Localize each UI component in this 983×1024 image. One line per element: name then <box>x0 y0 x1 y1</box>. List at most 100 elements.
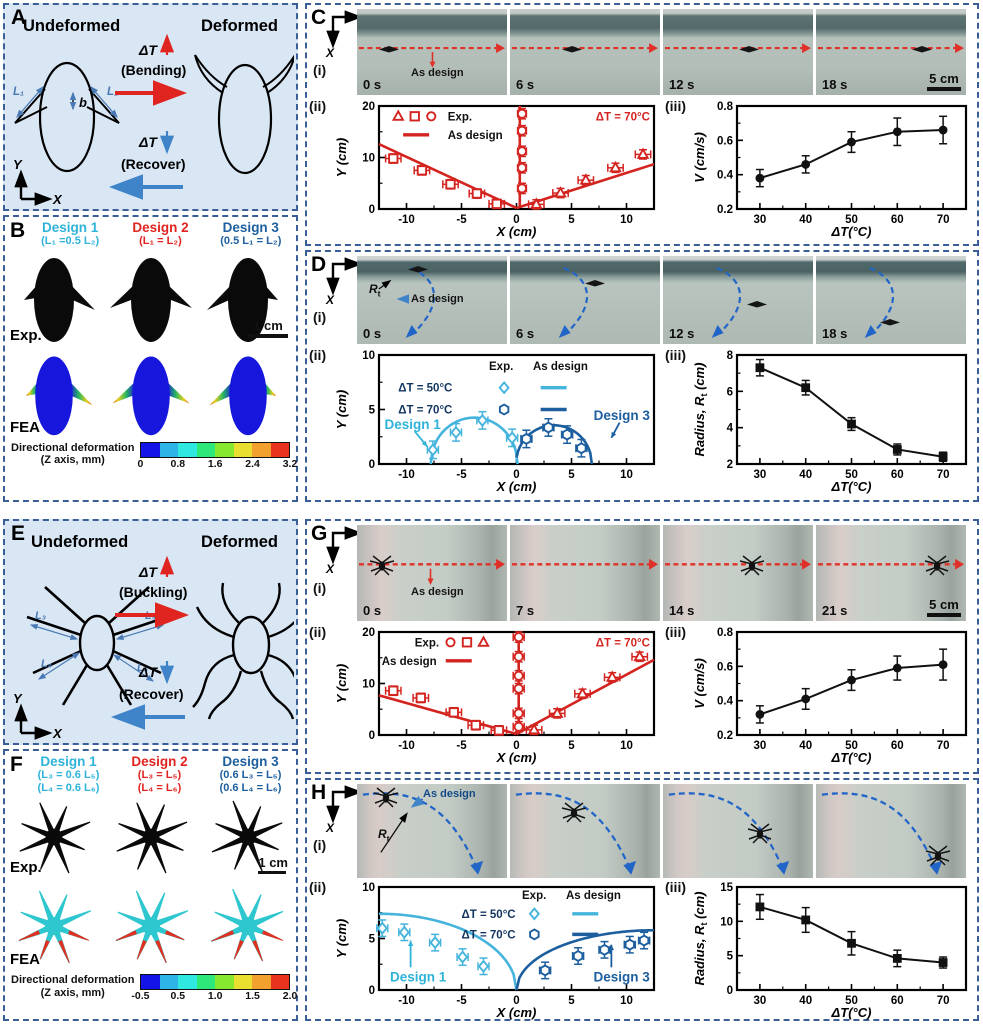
svg-text:70: 70 <box>937 740 950 752</box>
svg-text:ΔT(°C): ΔT(°C) <box>831 750 872 765</box>
photo-frame: 7 s <box>510 525 660 621</box>
svg-text:X: X <box>325 46 335 59</box>
panel-e: E Undeformed Deformed L₃ L₄ L₅ <box>3 519 310 745</box>
svg-text:ΔT: ΔT <box>138 564 158 580</box>
svg-text:10: 10 <box>620 740 633 752</box>
svg-text:(Recover): (Recover) <box>119 686 184 702</box>
svg-text:Undeformed: Undeformed <box>31 533 128 551</box>
fish-robot-icon <box>738 45 760 54</box>
svg-text:Y (cm): Y (cm) <box>334 919 349 959</box>
panel-h: H Y X (i) Rt As d <box>305 778 979 1021</box>
svg-text:V (cm/s): V (cm/s) <box>692 132 707 183</box>
design2-title: Design 2 <box>132 220 189 235</box>
panel-f: F Design 1 (L₃ = 0.6 L₅) (L₄ = 0.6 L₆) D… <box>3 749 298 1021</box>
svg-text:40: 40 <box>799 995 812 1007</box>
svg-text:(Bending): (Bending) <box>121 62 186 78</box>
fish-robot-icon <box>378 45 400 54</box>
svg-text:Design 3: Design 3 <box>594 408 651 423</box>
svg-text:-5: -5 <box>456 995 467 1007</box>
fea-fish-design1 <box>25 356 92 435</box>
svg-text:Undeformed: Undeformed <box>23 17 120 35</box>
svg-text:Design 3: Design 3 <box>594 970 651 985</box>
as-design-label: As design <box>423 787 476 800</box>
svg-text:10: 10 <box>620 469 633 481</box>
panel-a: A Undeformed Deformed L₁ L₂ b <box>3 3 298 211</box>
undeformed-spider-outline: L₃ L₄ L₅ L₆ <box>26 586 168 706</box>
svg-text:0.6: 0.6 <box>717 135 733 147</box>
svg-text:2: 2 <box>727 459 733 471</box>
fea-spider-design1 <box>18 890 91 964</box>
svg-text:0: 0 <box>513 995 519 1007</box>
timestamp: 21 s <box>822 603 848 618</box>
timestamp: 0 s <box>363 326 382 341</box>
chart-c-velocity: 30 40 50 60 70 0.2 0.4 0.6 0.8 ΔT(°C) V (cm/s) <box>692 101 968 239</box>
spider-silhouette-design2 <box>115 802 187 874</box>
design1-title: Design 1 <box>40 754 97 769</box>
svg-text:50: 50 <box>845 214 858 226</box>
chart-g-trajectory: -10 -5 0 5 10 0 10 20 X (cm) Y (cm) Exp. As design Δ… <box>334 627 656 765</box>
svg-text:50: 50 <box>845 740 858 752</box>
buckling-arrow-group: ΔT (Buckling) <box>115 555 189 628</box>
svg-text:60: 60 <box>891 214 904 226</box>
timestamp: 12 s <box>669 77 695 92</box>
svg-text:Design 1: Design 1 <box>390 970 447 985</box>
svg-text:-10: -10 <box>398 740 415 752</box>
svg-text:10: 10 <box>620 995 633 1007</box>
svg-text:0: 0 <box>369 204 375 216</box>
timestamp: 14 s <box>669 603 695 618</box>
fish-robot-icon <box>911 45 933 54</box>
svg-text:0: 0 <box>369 459 375 471</box>
svg-text:5: 5 <box>369 405 376 417</box>
svg-text:X (cm): X (cm) <box>496 1005 537 1020</box>
photo-frame: 21 s 5 cm <box>816 525 966 621</box>
exp-row: Exp. 1 cm <box>5 794 296 880</box>
svg-text:ΔT = 50°C: ΔT = 50°C <box>462 909 516 921</box>
svg-text:60: 60 <box>891 469 904 481</box>
chart-g-velocity: 30 40 50 60 70 0.2 0.4 0.6 0.8 ΔT(°C) V (cm/s) <box>692 627 968 765</box>
svg-text:ΔT(°C): ΔT(°C) <box>831 479 872 494</box>
fish-robot-icon <box>879 318 901 327</box>
svg-text:Radius, Rt (cm): Radius, Rt (cm) <box>692 891 709 985</box>
svg-text:30: 30 <box>754 995 767 1007</box>
fish-robot-icon <box>561 45 583 54</box>
scale-bar-1cm: 1 cm <box>258 856 288 875</box>
svg-text:L₁: L₁ <box>13 86 24 98</box>
schematic-spider-transformation: Undeformed Deformed L₃ L₄ L₅ L₆ <box>13 533 310 741</box>
trajectory-overlay <box>378 266 436 338</box>
svg-text:5: 5 <box>568 740 575 752</box>
design1-constraint: (L₁ =0.5 L₂) <box>41 235 100 247</box>
svg-text:Exp.: Exp. <box>448 111 472 123</box>
svg-text:b: b <box>79 95 87 110</box>
spider-robot-icon <box>560 801 588 825</box>
svg-text:ΔT: ΔT <box>138 42 158 58</box>
spider-silhouette-design3 <box>211 800 283 872</box>
fea-spider-design2 <box>115 890 188 964</box>
svg-text:ΔT = 50°C: ΔT = 50°C <box>398 383 452 395</box>
as-design-label: As design <box>411 292 464 305</box>
svg-text:ΔT = 70°C: ΔT = 70°C <box>462 929 516 941</box>
svg-text:30: 30 <box>754 214 767 226</box>
photo-frame: Rt As design 0 s <box>357 256 507 344</box>
photo-frame <box>663 784 813 878</box>
recover-arrow-group: ΔT (Recover) <box>109 131 186 200</box>
svg-text:0: 0 <box>727 985 733 997</box>
svg-text:15: 15 <box>720 882 733 894</box>
panel-g: G Y X (i) As des <box>305 519 979 774</box>
svg-text:As design: As design <box>533 361 588 373</box>
panel-b: B Design 1 (L₁ =0.5 L₂) Design 2 (L₁ = L… <box>3 215 298 502</box>
timestamp: 6 s <box>516 326 535 341</box>
svg-text:5: 5 <box>568 995 575 1007</box>
chart-h-turning: -10 -5 0 5 10 0 5 10 X (cm) Y (cm) Exp. As design ΔT… <box>334 882 656 1020</box>
svg-text:X: X <box>52 726 63 741</box>
timestamp: 7 s <box>516 603 535 618</box>
photo-frame: 18 s <box>816 256 966 344</box>
panel-label-d: D <box>311 253 327 276</box>
trajectory-overlay <box>358 558 506 585</box>
fea-row: FEA <box>5 348 296 440</box>
fish-silhouette-design3 <box>206 257 278 342</box>
svg-text:4: 4 <box>727 423 734 435</box>
photo-frame: 12 s <box>663 256 813 344</box>
svg-text:0.8: 0.8 <box>717 101 734 113</box>
svg-text:5: 5 <box>369 934 376 946</box>
svg-text:0.2: 0.2 <box>717 204 733 216</box>
